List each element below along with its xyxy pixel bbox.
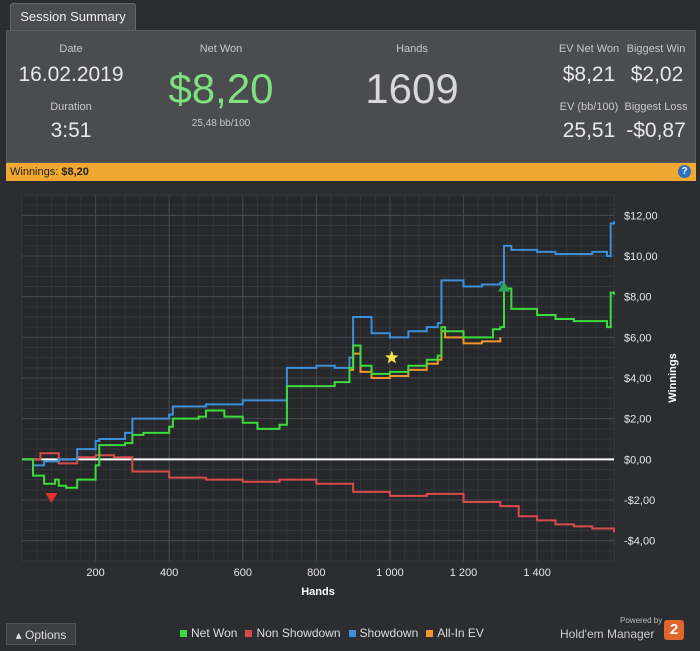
hm2-logo-icon: 2 — [664, 620, 684, 640]
winnings-value: $8,20 — [61, 166, 89, 178]
ev-bb100-value: 25,51 — [562, 119, 616, 142]
legend-item[interactable]: Non Showdown — [245, 626, 341, 640]
y-tick-label: $8,00 — [624, 292, 652, 304]
info-icon[interactable]: ? — [678, 165, 691, 178]
legend-item[interactable]: Showdown — [348, 626, 419, 640]
legend-label: Net Won — [191, 626, 238, 640]
y-tick-label: $4,00 — [624, 373, 652, 385]
all-in-star-marker — [385, 350, 399, 364]
legend-swatch — [426, 630, 434, 638]
x-tick-label: 1 000 — [376, 567, 404, 579]
winnings-label: Winnings: — [10, 166, 59, 178]
legend-swatch — [245, 630, 253, 638]
biggest-loss-marker — [45, 492, 58, 503]
chevron-up-icon: ▴ — [15, 628, 22, 642]
net-won-value: $8,20 — [168, 65, 274, 112]
y-tick-label: -$2,00 — [624, 495, 655, 507]
options-button[interactable]: ▴ Options — [6, 623, 76, 645]
tab-session-summary[interactable]: Session Summary — [10, 3, 136, 30]
y-tick-label: $2,00 — [624, 414, 652, 426]
biggest-win-label: Biggest Win — [626, 43, 686, 55]
y-tick-label: $12,00 — [624, 210, 658, 222]
ev-bb100-label: EV (bb/100) — [559, 101, 619, 113]
duration-value: 3:51 — [50, 119, 92, 142]
biggest-loss-value: -$0,87 — [626, 119, 686, 142]
bb100-value: 25,48 bb/100 — [191, 118, 251, 129]
options-label: Options — [25, 628, 67, 642]
legend-label: Non Showdown — [256, 626, 341, 640]
legend-item[interactable]: All-In EV — [426, 626, 484, 640]
y-tick-label: $6,00 — [624, 332, 652, 344]
hands-value: 1609 — [365, 65, 459, 112]
biggest-win-value: $2,02 — [630, 63, 684, 86]
x-tick-label: 800 — [307, 567, 325, 579]
date-value: 16.02.2019 — [18, 63, 124, 86]
net-won-label: Net Won — [199, 43, 243, 55]
winnings-chart-svg: 200 400 600 800 1 000 1 200 1 400 $12,00 $10,00 $… — [21, 194, 679, 598]
legend-swatch — [180, 630, 187, 638]
brand-logo: Powered by Hold'em Manager 2 — [560, 616, 690, 646]
powered-by-text: Powered by — [620, 616, 663, 625]
y-tick-label: $10,00 — [624, 251, 658, 263]
legend-label: Showdown — [359, 626, 419, 640]
winnings-bar: Winnings: $8,20 ? — [6, 163, 696, 181]
legend-swatch — [348, 630, 356, 638]
y-axis-label: Winnings — [667, 353, 679, 402]
x-tick-label: 600 — [234, 567, 252, 579]
winnings-chart: 200 400 600 800 1 000 1 200 1 400 $12,00 $10,00 $… — [6, 181, 696, 621]
brand-name: Hold'em Manager — [560, 627, 655, 641]
duration-label: Duration — [50, 101, 92, 113]
hands-label: Hands — [396, 43, 428, 55]
y-tick-label: -$4,00 — [624, 536, 655, 548]
legend-item[interactable]: Net Won — [180, 626, 237, 640]
x-tick-label: 1 200 — [450, 567, 478, 579]
series-line-non-showdown — [22, 452, 615, 533]
ev-net-won-value: $8,21 — [562, 63, 616, 86]
x-tick-label: 200 — [86, 567, 104, 579]
session-summary-panel: Date 16.02.2019 Duration 3:51 Net Won $8… — [6, 30, 696, 163]
biggest-win-marker — [497, 281, 510, 292]
biggest-loss-label: Biggest Loss — [624, 101, 688, 113]
series-line-showdown — [22, 221, 615, 467]
legend-label: All-In EV — [437, 626, 484, 640]
x-tick-label: 1 400 — [523, 567, 551, 579]
x-tick-label: 400 — [160, 567, 178, 579]
ev-net-won-label: EV Net Won — [558, 43, 620, 55]
tab-bar: Session Summary — [0, 0, 700, 30]
y-tick-label: $0,00 — [624, 454, 652, 466]
date-label: Date — [59, 43, 83, 55]
chart-legend: Net Won Non Showdown Showdown All-In EV — [180, 626, 492, 640]
x-axis-label: Hands — [301, 586, 335, 598]
